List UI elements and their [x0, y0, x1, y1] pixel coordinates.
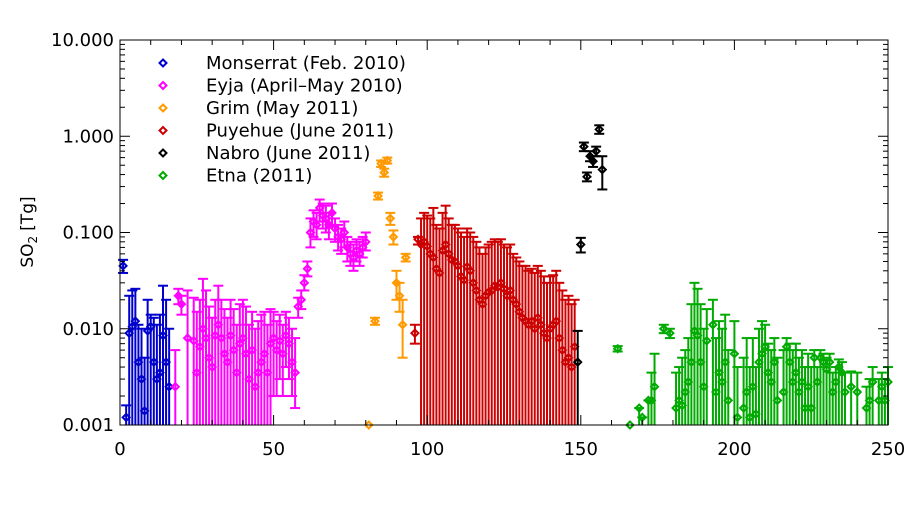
legend-label: Eyja (April–May 2010): [206, 76, 403, 97]
series-2: [363, 155, 411, 430]
data-point: [370, 316, 380, 327]
data-point: [772, 395, 783, 406]
data-point: [400, 252, 411, 263]
data-point: [612, 343, 623, 354]
legend-marker: [158, 125, 168, 136]
x-tick-label: 100: [410, 439, 444, 460]
legend-label: Monserrat (Feb. 2010): [206, 53, 406, 74]
data-point: [723, 395, 734, 406]
data-point: [302, 263, 313, 274]
data-point: [409, 328, 420, 339]
data-point: [360, 236, 371, 247]
y-axis-label-subscript: 2: [26, 236, 40, 244]
data-point: [385, 213, 396, 224]
legend-marker: [158, 58, 168, 68]
data-point: [290, 367, 301, 378]
data-point: [846, 381, 857, 392]
data-point: [707, 319, 718, 330]
data-point: [597, 164, 608, 175]
data-point: [664, 328, 675, 339]
data-point: [867, 377, 878, 387]
data-point: [327, 207, 337, 218]
x-tick-label: 250: [871, 439, 905, 460]
data-point: [173, 290, 184, 301]
data-point: [176, 299, 187, 310]
data-point: [296, 294, 307, 305]
x-tick-label: 0: [114, 439, 125, 460]
data-point: [578, 141, 589, 152]
data-point: [840, 387, 850, 397]
legend-label: Grim (May 2011): [206, 98, 358, 119]
x-tick-label: 150: [564, 439, 598, 460]
x-tick-label: 200: [717, 439, 751, 460]
series-3: [409, 204, 580, 425]
y-axis-label-unit: [Tg]: [18, 196, 38, 230]
data-point: [118, 260, 128, 271]
legend-label: Nabro (June 2011): [206, 143, 370, 164]
legend-marker: [158, 80, 168, 91]
y-tick-label: 1.000: [62, 126, 114, 147]
y-axis-label: SO2 [Tg]: [18, 196, 40, 267]
data-point: [379, 167, 390, 178]
data-point: [588, 156, 599, 167]
data-point: [572, 357, 583, 368]
data-point: [382, 155, 393, 166]
y-tick-label: 0.100: [62, 223, 114, 244]
data-point: [373, 190, 383, 201]
data-point: [594, 124, 605, 135]
data-point: [391, 277, 402, 288]
y-tick-label: 10.000: [51, 30, 114, 51]
data-point: [182, 333, 193, 343]
series-5: [612, 281, 893, 430]
data-point: [582, 171, 592, 182]
data-point: [376, 158, 387, 169]
data-point: [729, 348, 740, 359]
series-layer: [118, 124, 893, 430]
data-point: [299, 277, 310, 288]
legend-label: Etna (2011): [206, 166, 312, 187]
data-point: [397, 319, 408, 330]
series-4: [572, 124, 608, 425]
data-point: [732, 412, 743, 423]
data-point: [311, 219, 322, 230]
series-1: [170, 198, 371, 425]
data-point: [591, 146, 602, 157]
y-tick-label: 0.001: [62, 415, 114, 436]
data-point: [363, 420, 374, 430]
legend-label: Puyehue (June 2011): [206, 121, 394, 142]
data-point: [625, 420, 635, 430]
data-point: [388, 231, 399, 242]
legend-marker: [158, 103, 168, 113]
data-point: [170, 381, 181, 392]
data-point: [575, 239, 586, 250]
data-point: [649, 381, 660, 392]
data-point: [824, 357, 835, 368]
data-point: [658, 323, 669, 334]
data-point: [852, 387, 863, 397]
legend-marker: [158, 170, 168, 181]
data-point: [837, 367, 847, 378]
data-point: [809, 352, 820, 363]
x-tick-label: 50: [262, 439, 285, 460]
y-axis-label-main: SO: [18, 243, 38, 267]
series-0: [118, 258, 175, 425]
legend: Monserrat (Feb. 2010)Eyja (April–May 201…: [158, 53, 406, 187]
data-point: [701, 335, 712, 346]
data-point: [164, 381, 175, 392]
legend-marker: [158, 148, 168, 158]
axes-layer: 0 50 100 150 200 250 0.001 0.010 0.100 1.000 10.00…: [51, 30, 905, 460]
y-tick-label: 0.010: [62, 319, 114, 340]
data-point: [634, 403, 645, 413]
